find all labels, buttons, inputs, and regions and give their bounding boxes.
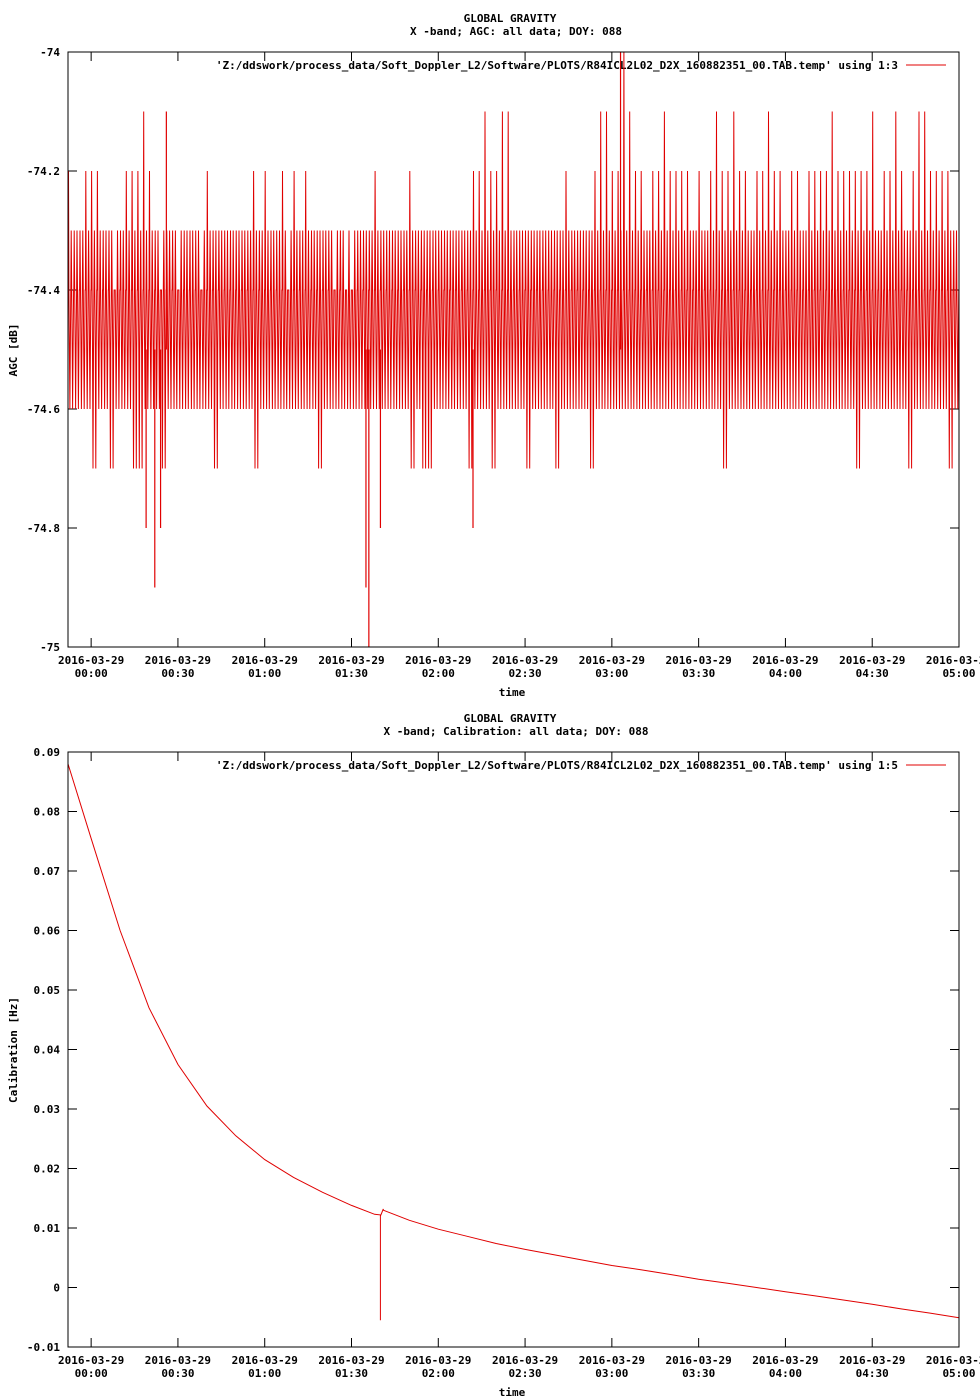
x-tick-date: 2016-03-29 bbox=[926, 1354, 980, 1367]
x-tick-date: 2016-03-29 bbox=[926, 654, 980, 667]
plot-frame bbox=[67, 751, 960, 1348]
x-tick-time: 01:30 bbox=[335, 667, 368, 680]
x-tick-date: 2016-03-29 bbox=[145, 654, 211, 667]
x-tick-date: 2016-03-29 bbox=[579, 654, 645, 667]
y-tick-label: -0.01 bbox=[27, 1341, 60, 1354]
x-tick-time: 03:00 bbox=[595, 1367, 628, 1380]
y-tick-label: 0.02 bbox=[34, 1163, 61, 1176]
y-tick-label: 0.05 bbox=[34, 984, 61, 997]
x-tick-date: 2016-03-29 bbox=[318, 654, 384, 667]
x-tick-time: 00:00 bbox=[75, 1367, 108, 1380]
x-tick-time: 02:00 bbox=[422, 667, 455, 680]
y-tick-label: 0 bbox=[53, 1282, 60, 1295]
x-tick-time: 03:00 bbox=[595, 667, 628, 680]
x-tick-time: 05:00 bbox=[942, 1367, 975, 1380]
y-tick-label: -74 bbox=[40, 46, 60, 59]
chart-subtitle: X -band; Calibration: all data; DOY: 088 bbox=[384, 725, 649, 738]
x-tick-date: 2016-03-29 bbox=[145, 1354, 211, 1367]
x-tick-date: 2016-03-29 bbox=[232, 1354, 298, 1367]
x-tick-time: 05:00 bbox=[942, 667, 975, 680]
x-tick-date: 2016-03-29 bbox=[405, 654, 471, 667]
y-tick-labels: 0.09 0.08 0.07 0.06 0.05 0.04 0.03 0.02 0.01 0 -0.… bbox=[27, 746, 959, 1354]
y-tick-label: 0.01 bbox=[34, 1222, 61, 1235]
calibration-series-line bbox=[67, 763, 960, 1321]
x-axis-label: time bbox=[499, 686, 526, 699]
x-tick-time: 04:30 bbox=[856, 667, 889, 680]
y-tick-label: 0.08 bbox=[34, 806, 61, 819]
x-tick-date: 2016-03-29 bbox=[492, 1354, 558, 1367]
x-tick-date: 2016-03-29 bbox=[839, 1354, 905, 1367]
x-tick-date: 2016-03-29 bbox=[318, 1354, 384, 1367]
x-tick-time: 03:30 bbox=[682, 667, 715, 680]
x-tick-date: 2016-03-29 bbox=[752, 1354, 818, 1367]
chart-title: GLOBAL GRAVITY bbox=[464, 712, 557, 725]
x-tick-date: 2016-03-29 bbox=[666, 654, 732, 667]
x-tick-date: 2016-03-29 bbox=[752, 654, 818, 667]
y-tick-label: 0.06 bbox=[34, 925, 61, 938]
x-tick-date: 2016-03-29 bbox=[666, 1354, 732, 1367]
y-tick-label: -75 bbox=[40, 641, 60, 654]
plot-frame bbox=[67, 51, 960, 648]
y-tick-label: -74.6 bbox=[27, 403, 60, 416]
chart-subtitle: X -band; AGC: all data; DOY: 088 bbox=[410, 25, 622, 38]
x-tick-time: 01:00 bbox=[248, 1367, 281, 1380]
x-tick-labels: 2016-03-2900:002016-03-2900:302016-03-29… bbox=[58, 752, 980, 1380]
y-tick-label: 0.04 bbox=[34, 1044, 61, 1057]
x-tick-date: 2016-03-29 bbox=[405, 1354, 471, 1367]
calibration-chart: GLOBAL GRAVITY X -band; Calibration: all… bbox=[7, 712, 980, 1399]
y-tick-label: 0.07 bbox=[34, 865, 61, 878]
agc-series-line bbox=[67, 51, 960, 469]
x-tick-time: 02:30 bbox=[509, 667, 542, 680]
y-axis-label: AGC [dB] bbox=[7, 324, 20, 377]
agc-chart: GLOBAL GRAVITY X -band; AGC: all data; D… bbox=[7, 12, 980, 699]
x-tick-date: 2016-03-29 bbox=[232, 654, 298, 667]
x-tick-time: 02:30 bbox=[509, 1367, 542, 1380]
chart-title: GLOBAL GRAVITY bbox=[464, 12, 557, 25]
x-tick-time: 02:00 bbox=[422, 1367, 455, 1380]
legend-label: 'Z:/ddswork/process_data/Soft_Doppler_L2… bbox=[216, 759, 898, 772]
x-tick-time: 01:30 bbox=[335, 1367, 368, 1380]
x-tick-time: 01:00 bbox=[248, 667, 281, 680]
x-tick-date: 2016-03-29 bbox=[58, 1354, 124, 1367]
x-tick-time: 00:30 bbox=[161, 667, 194, 680]
x-tick-date: 2016-03-29 bbox=[579, 1354, 645, 1367]
x-axis-label: time bbox=[499, 1386, 526, 1399]
data-series bbox=[67, 763, 960, 1321]
y-tick-label: -74.4 bbox=[27, 284, 60, 297]
x-tick-date: 2016-03-29 bbox=[492, 654, 558, 667]
x-tick-time: 00:30 bbox=[161, 1367, 194, 1380]
x-tick-date: 2016-03-29 bbox=[839, 654, 905, 667]
y-tick-label: 0.03 bbox=[34, 1103, 61, 1116]
x-tick-time: 00:00 bbox=[75, 667, 108, 680]
x-tick-time: 04:00 bbox=[769, 667, 802, 680]
y-tick-label: -74.2 bbox=[27, 165, 60, 178]
x-tick-time: 04:30 bbox=[856, 1367, 889, 1380]
x-tick-time: 03:30 bbox=[682, 1367, 715, 1380]
y-axis-label: Calibration [Hz] bbox=[7, 997, 20, 1103]
x-tick-time: 04:00 bbox=[769, 1367, 802, 1380]
y-tick-label: -74.8 bbox=[27, 522, 60, 535]
x-tick-date: 2016-03-29 bbox=[58, 654, 124, 667]
legend-label: 'Z:/ddswork/process_data/Soft_Doppler_L2… bbox=[216, 59, 898, 72]
data-series bbox=[67, 51, 960, 647]
x-tick-labels: 2016-03-2900:002016-03-2900:302016-03-29… bbox=[58, 52, 980, 680]
y-tick-label: 0.09 bbox=[34, 746, 61, 759]
